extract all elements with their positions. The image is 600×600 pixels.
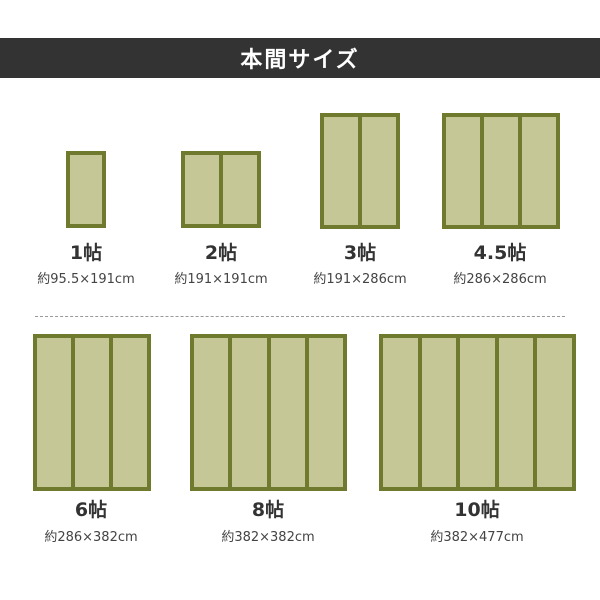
- tatami-mat-diagram: [33, 334, 151, 491]
- mat-dimensions: 約382×477cm: [430, 530, 524, 545]
- tatami-panel: [194, 338, 229, 487]
- tatami-panel: [484, 117, 518, 225]
- tatami-panel: [324, 117, 358, 225]
- tatami-panel: [70, 155, 102, 224]
- mat-dimensions: 約382×382cm: [221, 530, 315, 545]
- tatami-panel: [537, 338, 572, 487]
- mat-size-name: 1帖: [69, 242, 103, 264]
- tatami-mat-diagram: [320, 113, 400, 229]
- mat-size-name: 10帖: [454, 499, 500, 521]
- tatami-mat-diagram: [442, 113, 560, 229]
- tatami-panel: [421, 338, 457, 487]
- mat-dimensions: 約286×382cm: [44, 530, 138, 545]
- mat-size-name: 4.5帖: [473, 242, 527, 264]
- tatami-mat-diagram: [379, 334, 576, 491]
- tatami-panel: [446, 117, 480, 225]
- mat-size-name: 2帖: [204, 242, 238, 264]
- mat-dimensions: 約95.5×191cm: [37, 272, 135, 287]
- tatami-panel: [270, 338, 305, 487]
- tatami-panel: [383, 338, 418, 487]
- tatami-panel: [522, 117, 556, 225]
- page-title: 本間サイズ: [0, 38, 600, 78]
- tatami-panel: [113, 338, 147, 487]
- tatami-panel: [223, 155, 257, 224]
- tatami-panel: [75, 338, 109, 487]
- tatami-panel: [498, 338, 534, 487]
- mat-dimensions: 約286×286cm: [453, 272, 547, 287]
- tatami-panel: [308, 338, 343, 487]
- tatami-panel: [460, 338, 495, 487]
- mat-size-name: 8帖: [251, 499, 285, 521]
- tatami-mat-diagram: [66, 151, 106, 228]
- tatami-mat-diagram: [181, 151, 261, 228]
- tatami-panel: [362, 117, 396, 225]
- divider: [35, 316, 565, 317]
- tatami-panel: [185, 155, 219, 224]
- tatami-panel: [37, 338, 71, 487]
- tatami-panel: [232, 338, 267, 487]
- tatami-mat-diagram: [190, 334, 347, 491]
- mat-size-name: 6帖: [74, 499, 108, 521]
- mat-dimensions: 約191×286cm: [313, 272, 407, 287]
- mat-size-name: 3帖: [343, 242, 377, 264]
- mat-dimensions: 約191×191cm: [174, 272, 268, 287]
